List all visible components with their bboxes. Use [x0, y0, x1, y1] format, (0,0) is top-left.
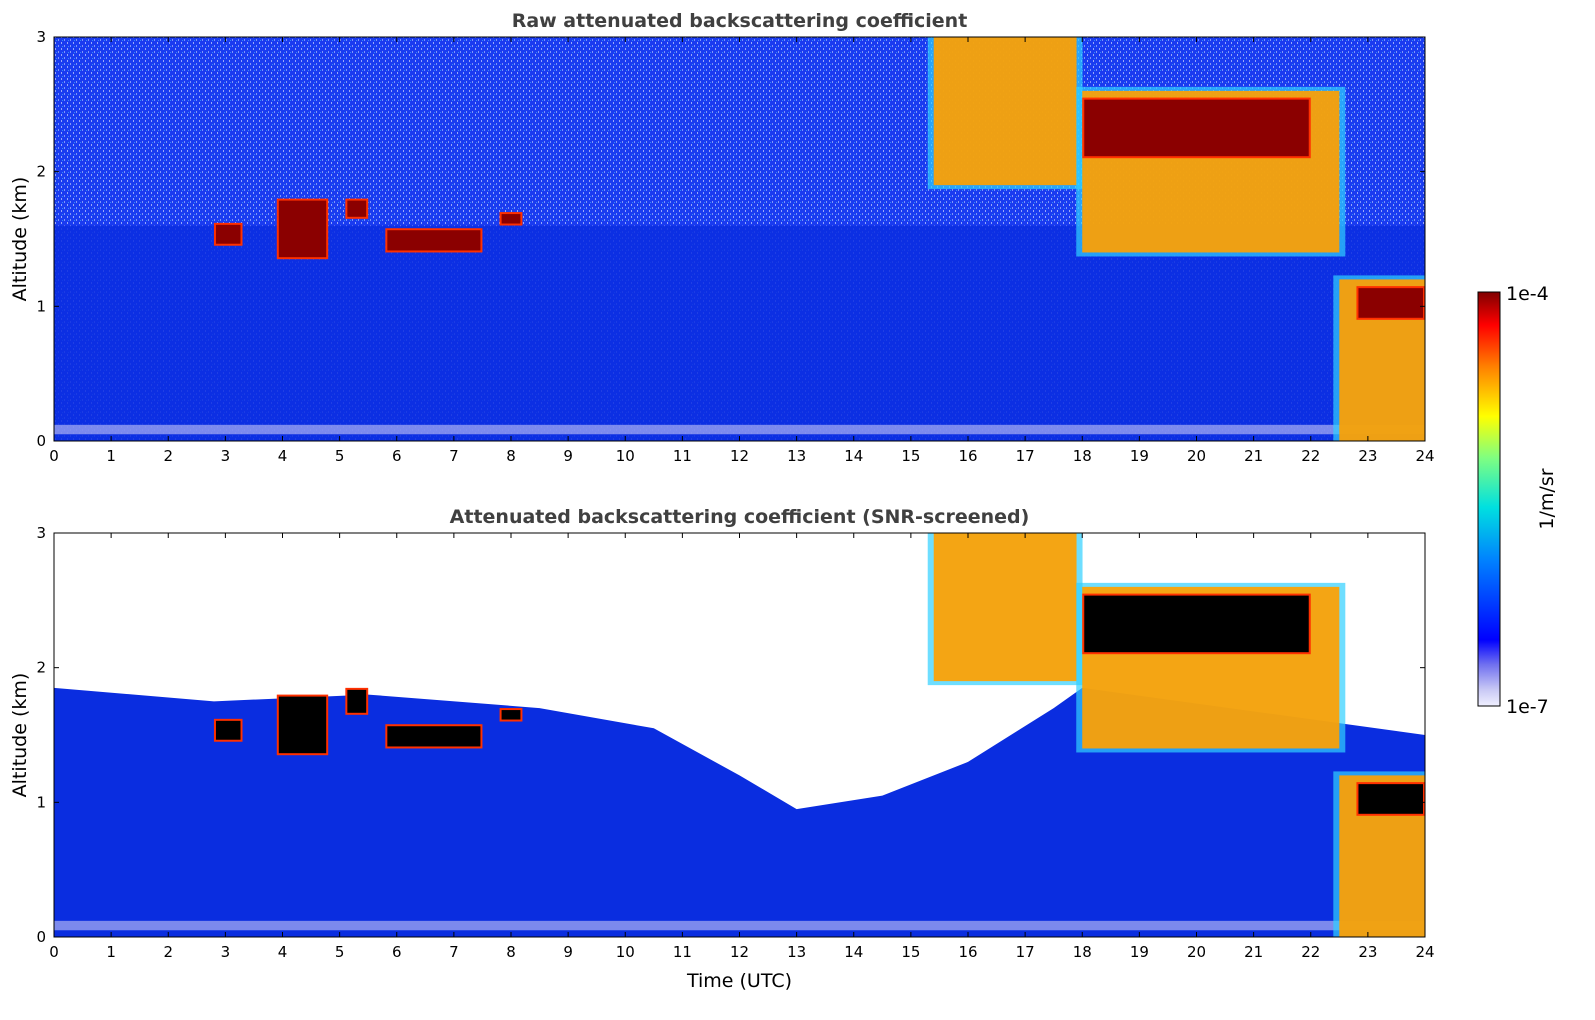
cloud-layer: [1358, 288, 1423, 318]
x-tick-label: 4: [278, 943, 288, 961]
y-axis: 0 1 2 3: [36, 28, 1425, 450]
colorbar-min-label: 1e-7: [1506, 696, 1549, 718]
heatmap-area: [53, 532, 1426, 938]
x-tick-label: 2: [163, 943, 173, 961]
cloud-layer: [1084, 99, 1309, 157]
x-tick-label: 18: [1073, 943, 1092, 961]
x-tick-label: 13: [787, 447, 806, 465]
x-tick-label: 20: [1187, 943, 1206, 961]
cloud-layer: [215, 720, 241, 740]
cloud-layer: [347, 200, 367, 217]
x-tick-label: 15: [901, 943, 920, 961]
x-tick-label: 20: [1187, 447, 1206, 465]
x-tick-label: 23: [1358, 943, 1377, 961]
surface-band: [54, 920, 1425, 931]
x-axis: 0 1 2 3 4 5 6 7 8 9 10 11 12 13 14 15 16 17 18 19 20 21 22 23 24: [49, 533, 1435, 961]
cloud-layer: [215, 224, 241, 244]
x-axis: 0 1 2 3 4 5 6 7 8 9 10 11 12 13 14 15 16 17 18 19 20 21 22 23 24: [49, 37, 1435, 465]
x-tick-label: 5: [335, 943, 345, 961]
y-tick-label: 0: [36, 928, 46, 946]
x-tick-label: 23: [1358, 447, 1377, 465]
cloud-layer: [278, 696, 327, 754]
cloud-layer: [933, 37, 1077, 186]
x-tick-label: 9: [563, 447, 573, 465]
x-tick-label: 19: [1130, 447, 1149, 465]
cloud-layer: [933, 533, 1077, 682]
cloud-layer: [278, 200, 327, 258]
x-tick-label: 16: [958, 943, 977, 961]
y-tick-label: 1: [36, 297, 46, 315]
colorbar: 1e-4 1e-7 1/m/sr: [1477, 283, 1558, 718]
x-tick-label: 0: [49, 943, 59, 961]
x-tick-label: 7: [449, 447, 459, 465]
snr-screened-panel: Attenuated backscattering coefficient (S…: [9, 506, 1435, 992]
y-tick-label: 0: [36, 432, 46, 450]
x-tick-label: 8: [506, 943, 516, 961]
x-tick-label: 13: [787, 943, 806, 961]
x-tick-label: 6: [392, 943, 402, 961]
x-tick-label: 24: [1415, 943, 1434, 961]
colorbar-max-label: 1e-4: [1506, 283, 1549, 305]
x-tick-label: 12: [730, 447, 749, 465]
raw-backscatter-panel: Raw attenuated backscattering coefficien…: [9, 10, 1435, 465]
cloud-layer: [501, 214, 521, 224]
cloud-layer: [387, 230, 481, 251]
x-tick-label: 24: [1415, 447, 1434, 465]
x-tick-label: 16: [958, 447, 977, 465]
x-tick-label: 10: [616, 447, 635, 465]
y-tick-label: 2: [36, 659, 46, 677]
y-axis-label: Altitude (km): [9, 177, 31, 302]
x-tick-label: 19: [1130, 943, 1149, 961]
x-tick-label: 1: [106, 943, 116, 961]
x-tick-label: 22: [1301, 447, 1320, 465]
y-tick-label: 3: [36, 28, 46, 46]
x-tick-label: 21: [1244, 447, 1263, 465]
y-axis: 0 1 2 3: [36, 524, 1425, 946]
x-tick-label: 9: [563, 943, 573, 961]
cloud-layer: [387, 726, 481, 747]
x-tick-label: 1: [106, 447, 116, 465]
x-tick-label: 12: [730, 943, 749, 961]
colorbar-gradient: [1477, 291, 1501, 707]
x-tick-label: 3: [221, 943, 231, 961]
x-tick-label: 15: [901, 447, 920, 465]
x-tick-label: 22: [1301, 943, 1320, 961]
x-tick-label: 14: [844, 447, 863, 465]
x-tick-label: 11: [673, 447, 692, 465]
y-axis-label: Altitude (km): [9, 673, 31, 798]
y-tick-label: 1: [36, 793, 46, 811]
panel-title: Raw attenuated backscattering coefficien…: [512, 10, 968, 32]
x-tick-label: 17: [1016, 943, 1035, 961]
x-tick-label: 2: [163, 447, 173, 465]
y-tick-label: 2: [36, 163, 46, 181]
x-tick-label: 7: [449, 943, 459, 961]
surface-band: [54, 424, 1425, 435]
x-tick-label: 14: [844, 943, 863, 961]
x-tick-label: 3: [221, 447, 231, 465]
cloud-layer: [1084, 595, 1309, 653]
panel-title: Attenuated backscattering coefficient (S…: [450, 506, 1030, 528]
heatmap-area: [53, 36, 1426, 442]
cloud-layer: [501, 710, 521, 720]
y-tick-label: 3: [36, 524, 46, 542]
x-tick-label: 18: [1073, 447, 1092, 465]
x-tick-label: 0: [49, 447, 59, 465]
boundary-layer: [54, 225, 1425, 441]
x-tick-label: 11: [673, 943, 692, 961]
colorbar-unit-label: 1/m/sr: [1536, 468, 1558, 529]
x-tick-label: 10: [616, 943, 635, 961]
x-axis-label: Time (UTC): [686, 970, 792, 992]
cloud-layer: [1358, 784, 1423, 814]
x-tick-label: 17: [1016, 447, 1035, 465]
x-tick-label: 4: [278, 447, 288, 465]
cloud-layer: [347, 689, 367, 713]
x-tick-label: 21: [1244, 943, 1263, 961]
x-tick-label: 8: [506, 447, 516, 465]
x-tick-label: 5: [335, 447, 345, 465]
x-tick-label: 6: [392, 447, 402, 465]
